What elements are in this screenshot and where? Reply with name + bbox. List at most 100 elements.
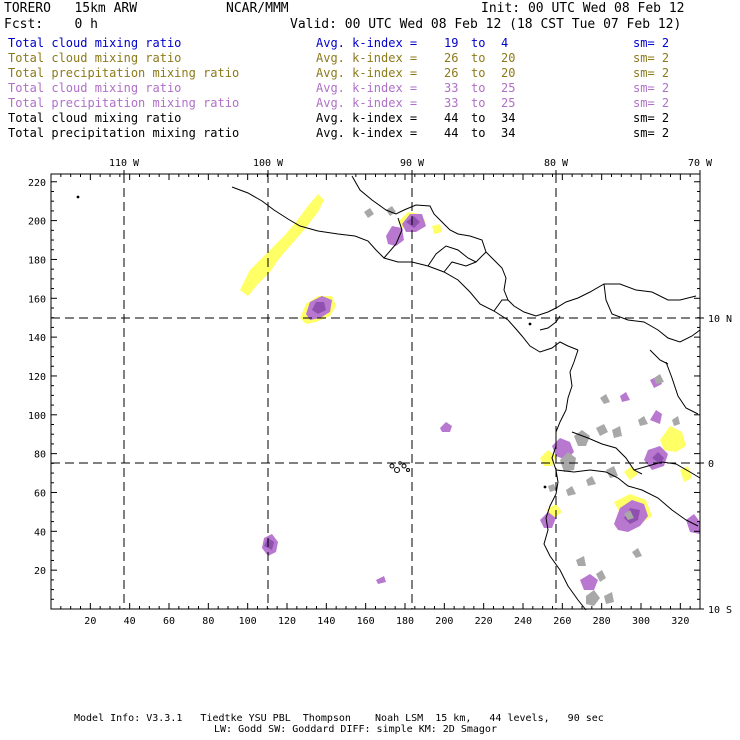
legend-field-name: Total cloud mixing ratio: [8, 81, 182, 95]
purple-shaded-area: [580, 574, 598, 590]
model-info-line1: Model Info: V3.3.1 Tiedtke YSU PBL Thomp…: [74, 713, 604, 724]
x-tick-label: 20: [84, 616, 96, 627]
border-costa-rica: [493, 299, 508, 312]
gray-shaded-area: [612, 426, 622, 438]
legend-smoothing: sm= 2: [633, 36, 670, 50]
legend-kindex-to-word: to: [471, 51, 486, 65]
galapagos-island: [394, 467, 400, 473]
border-honduras: [443, 261, 477, 273]
x-tick-label: 180: [396, 616, 414, 627]
gray-shaded-area: [606, 466, 618, 478]
legend-smoothing: sm= 2: [633, 126, 670, 140]
gray-shaded-area: [654, 374, 664, 384]
y-tick-label: 220: [28, 178, 46, 189]
legend-smoothing: sm= 2: [633, 66, 670, 80]
border-brazil: [665, 361, 699, 415]
longitude-label: 80 W: [544, 158, 569, 169]
coastline-south-america: [543, 349, 587, 611]
border-venezuela-brazil: [649, 349, 669, 365]
purple_dark-shaded-area: [312, 302, 326, 314]
purple-shaded-area: [540, 512, 556, 528]
y-tick-label: 80: [34, 450, 46, 461]
yellow-shaded-area: [680, 466, 692, 482]
y-tick-label: 160: [28, 294, 46, 305]
legend-kindex-from: 44: [444, 126, 459, 140]
gray-shaded-area: [632, 548, 642, 558]
legend-smoothing: sm= 2: [633, 111, 670, 125]
purple-shaded-area: [386, 226, 404, 246]
gray-shaded-area: [560, 452, 576, 472]
legend-kindex-to: 25: [501, 96, 516, 110]
latitude-label: 10 S: [708, 605, 732, 616]
border-ecuador-peru: [555, 469, 699, 527]
y-tick-label: 200: [28, 217, 46, 228]
center-name: NCAR/MMM: [226, 1, 289, 16]
purple_dark-shaded-area: [406, 216, 420, 228]
gray-shaded-area: [596, 424, 608, 436]
legend-kindex-from: 33: [444, 81, 459, 95]
y-tick-label: 40: [34, 527, 46, 538]
gray-shaded-area: [548, 484, 556, 492]
galapagos-island: [398, 461, 402, 465]
legend-kindex-to: 20: [501, 66, 516, 80]
legend-kindex-to-word: to: [471, 126, 486, 140]
small-island: [528, 322, 532, 326]
legend-kindex-from: 33: [444, 96, 459, 110]
legend-kindex-label: Avg. k-index =: [316, 111, 418, 125]
map-frame: [50, 173, 701, 610]
gray-shaded-area: [638, 416, 648, 426]
legend-kindex-to: 34: [501, 126, 516, 140]
axis-ticks: [51, 170, 704, 610]
x-tick-label: 140: [317, 616, 335, 627]
longitude-label: 70 W: [688, 158, 713, 169]
legend-kindex-label: Avg. k-index =: [316, 36, 418, 50]
y-tick-label: 140: [28, 333, 46, 344]
x-tick-label: 60: [163, 616, 175, 627]
legend-smoothing: sm= 2: [633, 81, 670, 95]
galapagos-island: [406, 468, 410, 472]
legend-smoothing: sm= 2: [633, 96, 670, 110]
gray-shaded-area: [596, 570, 606, 582]
legend-kindex-to-word: to: [471, 66, 486, 80]
legend-kindex-to: 20: [501, 51, 516, 65]
legend-field-name: Total precipitation mixing ratio: [8, 126, 240, 140]
legend-kindex-to-word: to: [471, 111, 486, 125]
yellow-shaded-area: [432, 224, 442, 234]
legend-kindex-label: Avg. k-index =: [316, 81, 418, 95]
purple-shaded-area: [650, 410, 662, 424]
gray-shaded-area: [586, 476, 596, 486]
longitude-label: 100 W: [253, 158, 284, 169]
x-tick-label: 120: [278, 616, 296, 627]
legend-kindex-to: 34: [501, 111, 516, 125]
gray-shaded-area: [600, 394, 610, 404]
x-tick-label: 280: [593, 616, 611, 627]
yellow-shaded-area: [540, 450, 556, 466]
x-tick-label: 100: [239, 616, 257, 627]
gray-shaded-area: [576, 556, 586, 566]
yellow-shaded-area: [546, 504, 562, 518]
y-tick-label: 100: [28, 411, 46, 422]
legend-kindex-to-word: to: [471, 36, 486, 50]
legend-kindex-label: Avg. k-index =: [316, 96, 418, 110]
legend-kindex-label: Avg. k-index =: [316, 51, 418, 65]
yellow-shaded-area: [240, 194, 324, 296]
purple-shaded-area: [376, 576, 386, 584]
border-mexico-guatemala: [383, 217, 403, 259]
purple-shaded-area: [620, 392, 630, 402]
small-island: [76, 195, 80, 199]
purple-shaded-area: [440, 422, 452, 432]
legend-field-name: Total precipitation mixing ratio: [8, 96, 240, 110]
border-colombia-panama: [539, 315, 561, 331]
legend-kindex-from: 26: [444, 51, 459, 65]
galapagos-island: [389, 463, 395, 469]
legend-kindex-from: 19: [444, 36, 459, 50]
small-island: [543, 485, 547, 489]
x-tick-label: 220: [475, 616, 493, 627]
legend-kindex-label: Avg. k-index =: [316, 66, 418, 80]
legend-kindex-to: 25: [501, 81, 516, 95]
lat-lon-grid: [51, 174, 700, 609]
y-tick-label: 60: [34, 488, 46, 499]
axis-tick-labels: 20 40 60 80 100 120 140 160 180 200 220 240 260 280 30…: [28, 158, 732, 627]
legend-kindex-from: 26: [444, 66, 459, 80]
